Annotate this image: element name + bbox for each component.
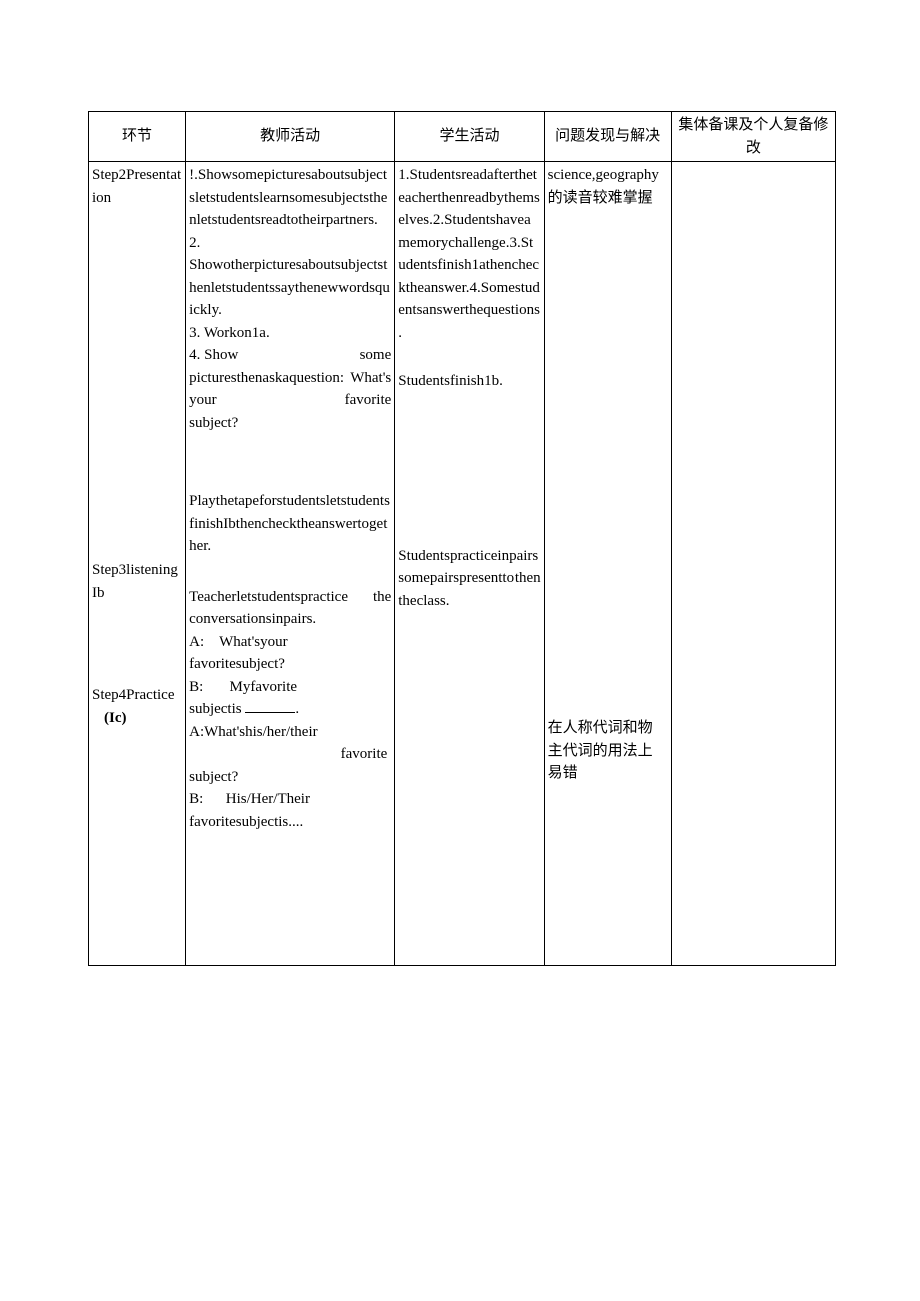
header-revision: 集体备课及个人复备修改	[671, 112, 835, 162]
t-p9a: A:What'shis/her/their	[189, 724, 318, 740]
teacher-p6: Teacherletstudentspractice the conversat…	[189, 586, 391, 631]
teacher-p9: A:What'shis/her/their favorite subject?	[189, 721, 391, 789]
student-s1: 1.Studentsreadaftertheteacherthenreadbyt…	[398, 164, 540, 344]
t-p4a: 4. Show	[189, 347, 238, 363]
teacher-p2: 2. Showotherpicturesaboutsubjectsthenlet…	[189, 232, 391, 322]
t-p4g: subject?	[189, 415, 238, 431]
step3-label: Step3listeningIb	[92, 559, 182, 604]
t-p6b: the	[373, 586, 391, 609]
header-step: 环节	[89, 112, 186, 162]
cell-revision	[671, 162, 835, 966]
table-header-row: 环节 教师活动 学生活动 问题发现与解决 集体备课及个人复备修改	[89, 112, 836, 162]
t-p10a: B:	[189, 791, 203, 807]
t-p4b: some	[360, 344, 392, 367]
t-p6c: conversationsinpairs.	[189, 611, 316, 627]
s-s3c: somepairspresenttotheclass.	[398, 570, 514, 609]
teacher-p3: 3. Workon1a.	[189, 322, 391, 345]
t-p6a: Teacherletstudentspractice	[189, 589, 348, 605]
step4-sub: (Ic)	[92, 710, 127, 726]
header-teacher: 教师活动	[186, 112, 395, 162]
cell-problem: science,geography 的读音较难掌握 在人称代词和物主代词的用法上…	[544, 162, 671, 966]
teacher-p4: 4. Show some picturesthenaskaquestion: W…	[189, 344, 391, 434]
t-p9c: subject?	[189, 769, 238, 785]
t-p7a: A:	[189, 634, 204, 650]
step4-label: Step4Practice (Ic)	[92, 684, 182, 729]
student-s3: Studentspracticeinpairs then somepairspr…	[398, 545, 540, 613]
header-problem: 问题发现与解决	[544, 112, 671, 162]
cell-teacher: !.Showsomepicturesaboutsubjectsletstuden…	[186, 162, 395, 966]
teacher-p5: PlaythetapeforstudentsletstudentsfinishI…	[189, 490, 391, 558]
header-student: 学生活动	[395, 112, 544, 162]
t-p4e: your	[189, 392, 217, 408]
step2-label: Step2Presentation	[92, 164, 182, 209]
teacher-p1: !.Showsomepicturesaboutsubjectsletstuden…	[189, 164, 391, 232]
t-p8d: .	[295, 701, 299, 717]
t-p4c: picturesthenaskaquestion:	[189, 370, 344, 386]
t-p8a: B:	[189, 679, 203, 695]
cell-student: 1.Studentsreadaftertheteacherthenreadbyt…	[395, 162, 544, 966]
t-p10b: His/Her/Their	[226, 791, 310, 807]
t-p8b: Myfavorite	[230, 679, 297, 695]
lesson-plan-page: 环节 教师活动 学生活动 问题发现与解决 集体备课及个人复备修改 Step2Pr…	[0, 0, 920, 1301]
teacher-p8: B: Myfavorite subjectis .	[189, 676, 391, 721]
t-p10c: favoritesubjectis....	[189, 814, 303, 830]
lesson-plan-table: 环节 教师活动 学生活动 问题发现与解决 集体备课及个人复备修改 Step2Pr…	[88, 111, 836, 966]
problem-p1: science,geography 的读音较难掌握	[548, 164, 668, 209]
s-s3b: then	[515, 567, 541, 590]
t-p7c: favoritesubject?	[189, 656, 285, 672]
teacher-p10: B: His/Her/Their favoritesubjectis....	[189, 788, 391, 833]
teacher-p7: A: What'syour favoritesubject?	[189, 631, 391, 676]
t-p7b: What'syour	[219, 634, 288, 650]
cell-steps: Step2Presentation Step3listeningIb Step4…	[89, 162, 186, 966]
problem-p2: 在人称代词和物主代词的用法上易错	[548, 717, 668, 785]
s-s3a: Studentspracticeinpairs	[398, 548, 538, 564]
t-p9b: favorite	[341, 743, 392, 766]
t-p8c: subjectis	[189, 701, 242, 717]
step4-text: Step4Practice	[92, 687, 174, 703]
t-p4f: favorite	[345, 389, 392, 412]
table-body-row: Step2Presentation Step3listeningIb Step4…	[89, 162, 836, 966]
student-s2: Studentsfinish1b.	[398, 370, 540, 393]
t-p4d: What's	[350, 367, 391, 390]
blank-fill	[245, 712, 295, 713]
